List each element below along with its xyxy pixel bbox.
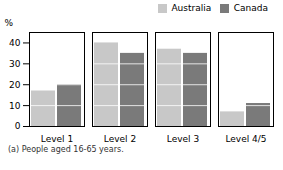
svg-text:30: 30 — [9, 59, 21, 69]
svg-text:Level 1: Level 1 — [41, 134, 73, 144]
html-text:Canada: Canada — [233, 3, 268, 13]
svg-text:Level 2: Level 2 — [104, 134, 136, 144]
svg-text:Level 4/5: Level 4/5 — [225, 134, 266, 144]
svg-text:0: 0 — [15, 121, 21, 131]
svg-text:10: 10 — [9, 100, 21, 110]
svg-text:20: 20 — [9, 80, 21, 90]
svg-text:Level 3: Level 3 — [167, 134, 199, 144]
html-text:(a) People aged 16-65 years.: (a) People aged 16-65 years. — [8, 145, 124, 154]
html-text:Australia: Australia — [171, 3, 212, 13]
svg-text:40: 40 — [9, 38, 21, 48]
svg-text:%: % — [5, 18, 14, 28]
